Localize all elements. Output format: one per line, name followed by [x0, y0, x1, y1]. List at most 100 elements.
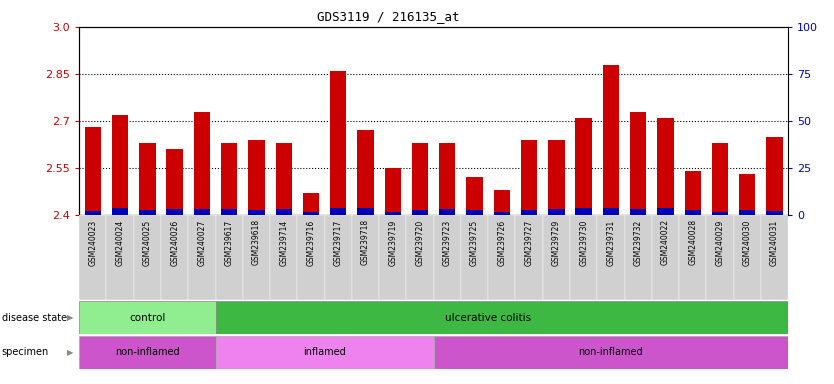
Bar: [406, 215, 434, 300]
Bar: [412, 210, 428, 215]
Bar: [249, 210, 264, 215]
Bar: [85, 127, 101, 215]
Bar: [215, 215, 243, 300]
Bar: [324, 215, 352, 300]
Bar: [466, 177, 483, 215]
Text: GSM240029: GSM240029: [716, 219, 725, 265]
Text: GSM240023: GSM240023: [88, 219, 98, 265]
Bar: [112, 115, 128, 215]
Bar: [79, 301, 215, 334]
Text: GDS3119 / 216135_at: GDS3119 / 216135_at: [317, 10, 460, 23]
Bar: [440, 209, 455, 215]
Text: specimen: specimen: [2, 347, 49, 358]
Bar: [685, 210, 701, 215]
Bar: [193, 209, 210, 215]
Text: GSM240027: GSM240027: [198, 219, 207, 265]
Bar: [215, 301, 788, 334]
Bar: [384, 168, 401, 215]
Bar: [434, 215, 461, 300]
Text: GSM239714: GSM239714: [279, 219, 289, 265]
Bar: [215, 336, 434, 369]
Text: GSM240026: GSM240026: [170, 219, 179, 265]
Bar: [630, 111, 646, 215]
Bar: [167, 209, 183, 215]
Bar: [521, 140, 537, 215]
Bar: [352, 215, 379, 300]
Bar: [440, 143, 455, 215]
Text: GSM239729: GSM239729: [552, 219, 561, 265]
Text: GSM239725: GSM239725: [470, 219, 479, 265]
Bar: [706, 215, 734, 300]
Bar: [734, 215, 761, 300]
Text: ulcerative colitis: ulcerative colitis: [445, 313, 531, 323]
Bar: [330, 71, 346, 215]
Bar: [603, 209, 619, 215]
Bar: [657, 118, 674, 215]
Bar: [330, 209, 346, 215]
Bar: [494, 190, 510, 215]
Bar: [412, 143, 428, 215]
Text: non-inflamed: non-inflamed: [115, 347, 179, 358]
Bar: [303, 193, 319, 215]
Bar: [466, 210, 483, 215]
Bar: [575, 209, 592, 215]
Text: disease state: disease state: [2, 313, 67, 323]
Bar: [85, 211, 101, 215]
Bar: [434, 336, 788, 369]
Bar: [221, 143, 238, 215]
Text: inflamed: inflamed: [304, 347, 346, 358]
Bar: [657, 209, 674, 215]
Text: control: control: [129, 313, 166, 323]
Bar: [575, 118, 592, 215]
Bar: [384, 212, 401, 215]
Bar: [739, 174, 756, 215]
Bar: [711, 143, 728, 215]
Text: non-inflamed: non-inflamed: [579, 347, 643, 358]
Text: GSM239720: GSM239720: [415, 219, 425, 265]
Bar: [739, 210, 756, 215]
Bar: [597, 215, 625, 300]
Bar: [79, 215, 107, 300]
Text: GSM240031: GSM240031: [770, 219, 779, 265]
Bar: [685, 171, 701, 215]
Text: GSM240025: GSM240025: [143, 219, 152, 265]
Bar: [521, 210, 537, 215]
Bar: [139, 143, 156, 215]
Bar: [79, 336, 215, 369]
Text: GSM239716: GSM239716: [306, 219, 315, 265]
Bar: [494, 212, 510, 215]
Bar: [652, 215, 679, 300]
Text: GSM240022: GSM240022: [661, 219, 670, 265]
Bar: [221, 209, 238, 215]
Bar: [357, 207, 374, 215]
Bar: [107, 215, 133, 300]
Bar: [625, 215, 652, 300]
Text: GSM240024: GSM240024: [116, 219, 124, 265]
Text: GSM239618: GSM239618: [252, 219, 261, 265]
Bar: [133, 215, 161, 300]
Bar: [548, 140, 565, 215]
Text: GSM240030: GSM240030: [743, 219, 751, 266]
Bar: [570, 215, 597, 300]
Bar: [275, 209, 292, 215]
Bar: [139, 210, 156, 215]
Bar: [188, 215, 215, 300]
Bar: [766, 211, 782, 215]
Text: GSM240028: GSM240028: [688, 219, 697, 265]
Bar: [270, 215, 298, 300]
Bar: [630, 209, 646, 215]
Bar: [515, 215, 543, 300]
Text: GSM239730: GSM239730: [579, 219, 588, 266]
Bar: [548, 209, 565, 215]
Text: ▶: ▶: [67, 348, 73, 357]
Bar: [711, 212, 728, 215]
Bar: [761, 215, 788, 300]
Bar: [167, 149, 183, 215]
Text: GSM239723: GSM239723: [443, 219, 452, 265]
Bar: [603, 65, 619, 215]
Text: GSM239718: GSM239718: [361, 219, 370, 265]
Bar: [193, 111, 210, 215]
Bar: [303, 212, 319, 215]
Bar: [488, 215, 515, 300]
Text: ▶: ▶: [67, 313, 73, 322]
